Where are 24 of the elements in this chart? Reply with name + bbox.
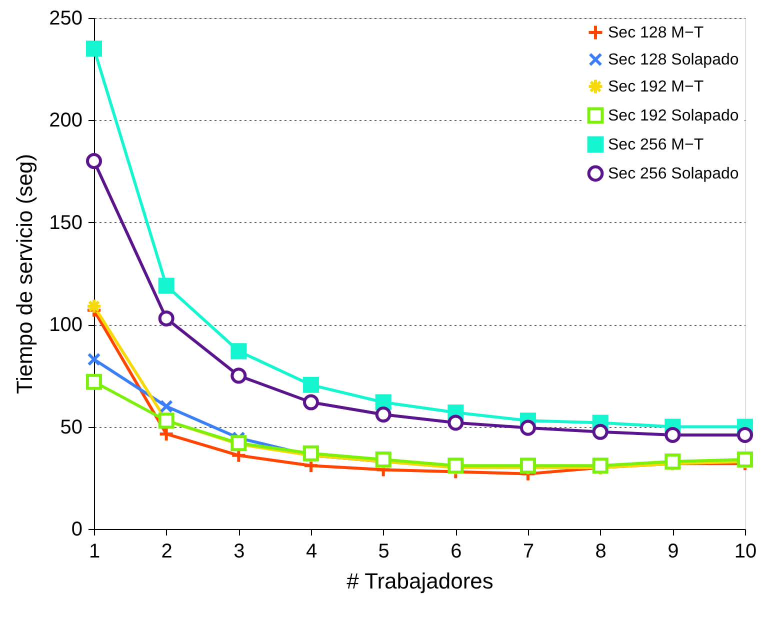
- x-tick-label: 1: [88, 540, 100, 562]
- x-tick-label: 3: [234, 540, 245, 562]
- x-tick-label: 5: [378, 540, 390, 562]
- legend-label: Sec 256 M−T: [608, 136, 704, 154]
- x-tick-label: 9: [668, 540, 679, 562]
- y-tick-label: 0: [71, 518, 82, 540]
- y-tick-label: 50: [60, 416, 82, 438]
- y-tick-label: 100: [49, 314, 82, 336]
- x-tick-label: 8: [595, 540, 606, 562]
- legend-label: Sec 192 M−T: [608, 78, 704, 96]
- x-tick-label: 7: [522, 540, 534, 562]
- legend-label: Sec 192 Solapado: [608, 108, 739, 124]
- x-tick-label: 10: [734, 540, 757, 562]
- y-tick-label: 250: [49, 8, 82, 30]
- x-tick-label: 6: [450, 540, 462, 562]
- x-tick-label: 2: [161, 540, 172, 562]
- y-tick-label: 150: [49, 212, 82, 234]
- y-axis-title: Tiempo de servicio (seg): [12, 154, 38, 394]
- x-tick-label: 4: [306, 540, 318, 562]
- x-axis-title: # Trabajadores: [346, 568, 494, 594]
- y-tick-label: 200: [49, 110, 82, 132]
- legend-label: Sec 256 Solapado: [608, 166, 739, 182]
- legend-label: Sec 128 M−T: [608, 24, 704, 42]
- legend-label: Sec 128 Solapado: [608, 52, 739, 68]
